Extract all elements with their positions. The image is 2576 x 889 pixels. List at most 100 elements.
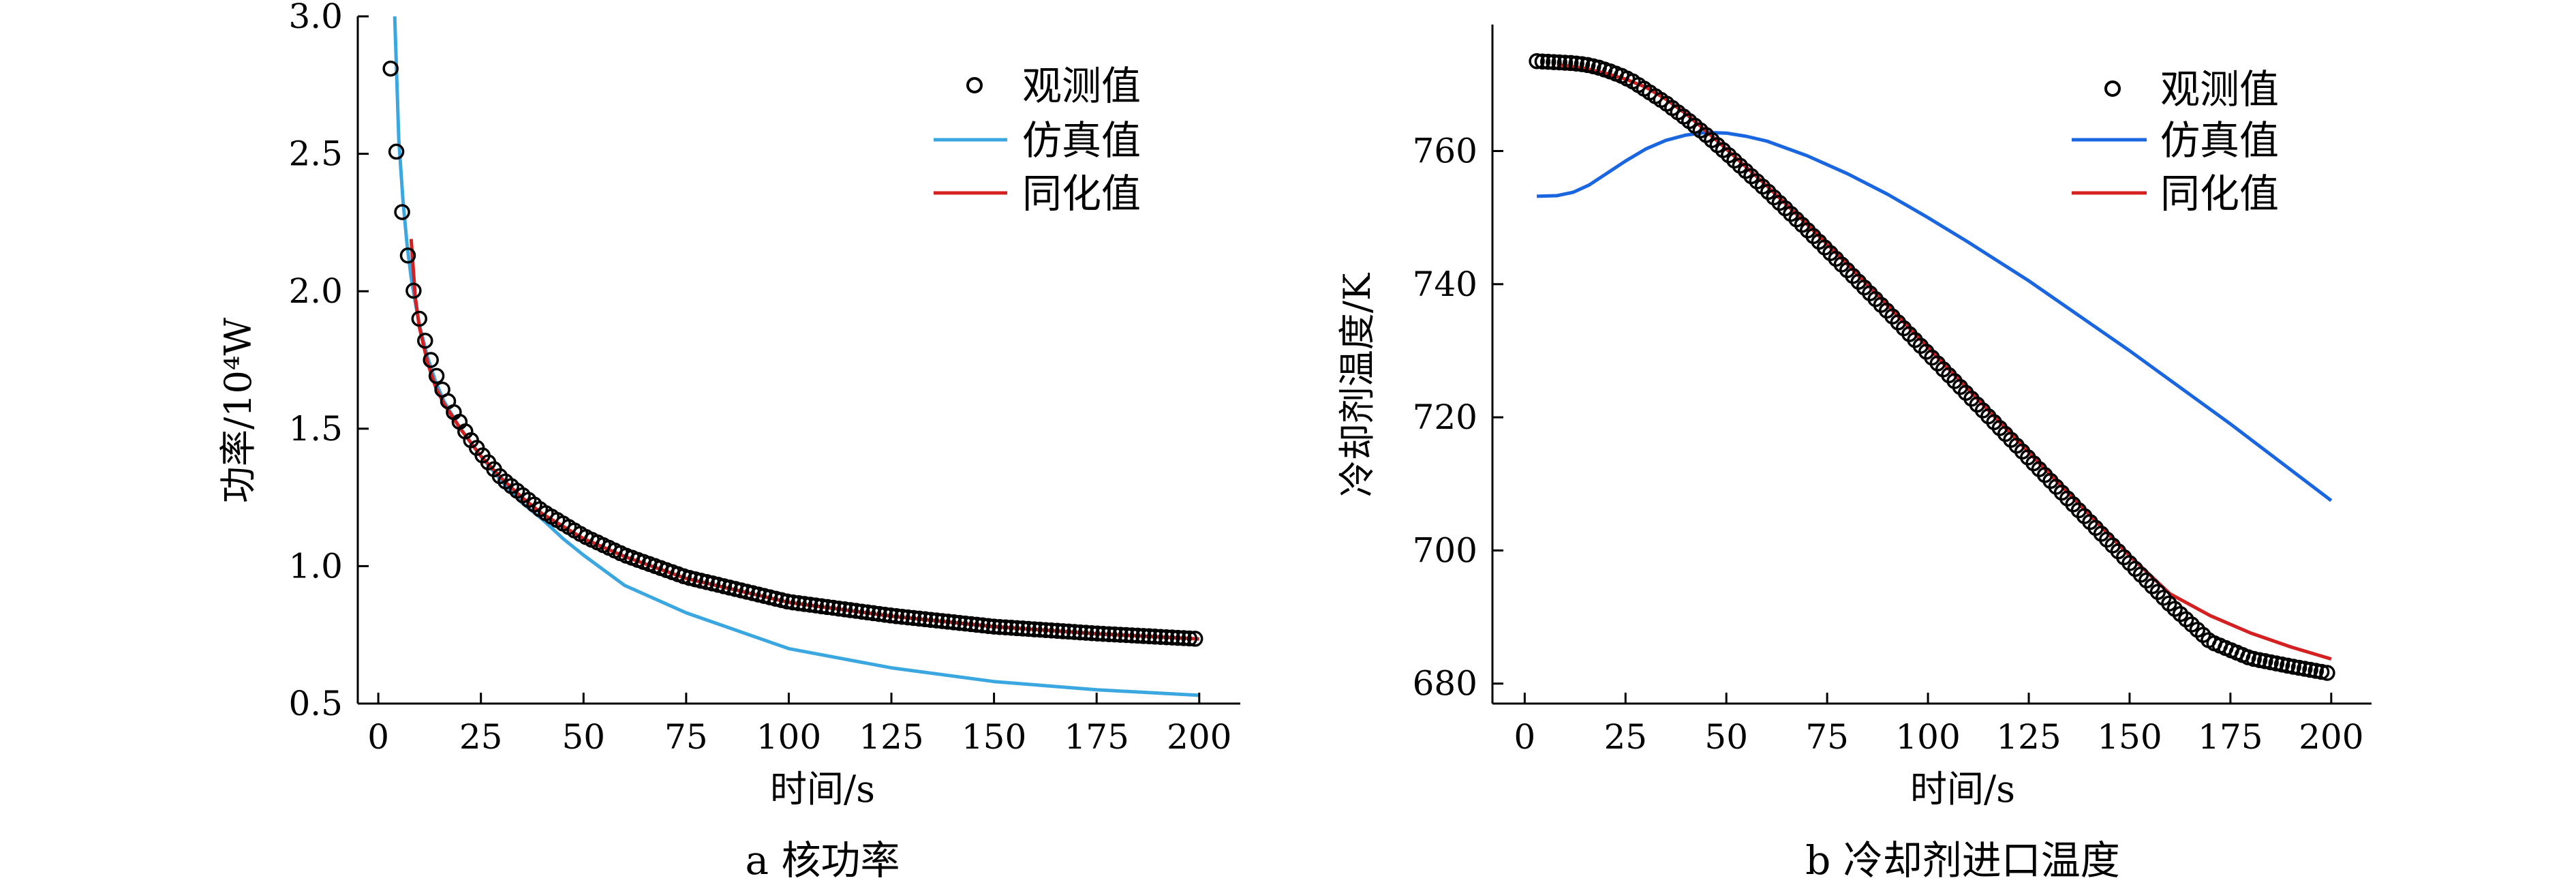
- y-tick-label: 2.0: [288, 271, 343, 311]
- x-tick-label: 25: [459, 717, 503, 757]
- x-tick-label: 175: [1064, 717, 1129, 757]
- data-point: [1574, 56, 1591, 72]
- legend-label-simulated: 仿真值: [1022, 117, 1141, 164]
- data-point: [1049, 622, 1066, 639]
- data-point: [1060, 623, 1077, 640]
- data-point: [1169, 629, 1186, 646]
- legend: 观测值 仿真值 同化值: [2072, 66, 2279, 217]
- data-point: [1055, 623, 1071, 639]
- data-point: [836, 601, 853, 618]
- data-point: [382, 60, 399, 77]
- legend-label-simulated: 仿真值: [2160, 117, 2279, 164]
- data-point: [871, 605, 887, 622]
- y-tick-label: 1.5: [288, 409, 343, 449]
- x-tick-label: 175: [2198, 717, 2263, 757]
- data-point: [802, 597, 818, 613]
- data-point: [900, 609, 916, 626]
- data-point: [951, 614, 968, 631]
- data-point: [1557, 55, 1574, 71]
- data-point: [779, 593, 795, 609]
- data-point: [1158, 629, 1175, 646]
- data-point: [2302, 661, 2318, 678]
- data-point: [2285, 659, 2301, 675]
- series-layer: [1529, 52, 2335, 681]
- y-axis-label: 冷却剂温度/K: [1336, 272, 1379, 497]
- chart-caption: a 核功率: [745, 837, 900, 884]
- data-point: [1037, 622, 1054, 638]
- data-point: [876, 606, 893, 623]
- data-point: [934, 613, 951, 629]
- data-point: [859, 604, 876, 621]
- data-point: [985, 618, 1002, 635]
- data-point: [1568, 55, 1584, 72]
- x-tick-label: 125: [859, 717, 923, 757]
- data-point: [1129, 627, 1146, 644]
- y-tick-label: 1.0: [288, 546, 343, 586]
- data-point: [2307, 663, 2325, 679]
- data-point: [1026, 621, 1043, 637]
- series-layer: [382, 16, 1203, 697]
- y-axis-label: 功率/10⁴W: [217, 317, 260, 503]
- data-point: [819, 599, 835, 616]
- x-tick-label: 100: [1895, 717, 1960, 757]
- data-point: [957, 615, 974, 632]
- legend-marker-observed: [966, 77, 983, 93]
- y-tick-label: 740: [1413, 265, 1477, 304]
- data-point: [1529, 52, 1545, 70]
- data-point: [1066, 624, 1083, 640]
- axes-layer: 0 25 50 75 100 125 150 175 200 0.5 1.0 1.5 2.0 2.5 3.0: [288, 0, 1240, 757]
- data-point: [1534, 53, 1551, 70]
- x-tick-label: 200: [2299, 717, 2363, 757]
- data-point: [905, 609, 922, 627]
- y-tick-label: 700: [1413, 530, 1477, 570]
- data-point: [842, 602, 859, 618]
- data-point: [394, 204, 410, 220]
- x-tick-label: 25: [1604, 717, 1647, 757]
- data-point: [831, 600, 847, 617]
- data-point: [2280, 657, 2296, 674]
- data-point: [1020, 620, 1037, 637]
- data-point: [980, 618, 996, 634]
- data-point: [2251, 652, 2268, 668]
- data-point: [1124, 627, 1140, 644]
- x-tick-label: 150: [962, 717, 1026, 757]
- data-point: [883, 607, 899, 624]
- x-axis-label: 时间/s: [1910, 768, 2015, 811]
- x-tick-label: 75: [1805, 717, 1849, 757]
- data-point: [1009, 620, 1026, 637]
- legend-label-assimilated: 同化值: [1022, 170, 1141, 217]
- data-point: [1112, 627, 1129, 643]
- y-tick-label: 680: [1413, 664, 1477, 704]
- data-point: [1072, 624, 1088, 641]
- data-point: [853, 603, 870, 620]
- data-point: [2290, 659, 2307, 676]
- x-tick-label: 0: [367, 717, 389, 757]
- data-point: [917, 611, 934, 628]
- data-point: [1084, 624, 1100, 642]
- y-tick-label: 720: [1413, 397, 1477, 437]
- chart-core-power: 0 25 50 75 100 125 150 175 200 0.5 1.0 1.5 2.0 2.5 3.0…: [217, 0, 1240, 884]
- data-point: [1152, 629, 1169, 645]
- chart-coolant-temperature: 0 25 50 75 100 125 150 175 200 680 700 720 740 760 时间…: [1336, 25, 2372, 884]
- data-point: [1164, 629, 1180, 646]
- x-tick-label: 200: [1167, 717, 1231, 757]
- data-point: [1032, 621, 1048, 638]
- y-tick-label: 3.0: [288, 0, 343, 36]
- data-point: [1015, 620, 1031, 637]
- data-point: [1089, 625, 1106, 642]
- data-point: [888, 608, 905, 624]
- data-point: [405, 282, 422, 299]
- data-point: [825, 599, 842, 616]
- data-point: [940, 614, 956, 630]
- data-point: [974, 617, 991, 634]
- x-tick-label: 125: [1996, 717, 2061, 757]
- legend-label-observed: 观测值: [2160, 66, 2279, 112]
- y-tick-label: 2.5: [288, 134, 343, 174]
- data-point: [796, 596, 813, 612]
- data-point: [923, 612, 939, 628]
- data-point: [1181, 630, 1198, 647]
- data-point: [2319, 665, 2335, 681]
- data-point: [1146, 629, 1163, 645]
